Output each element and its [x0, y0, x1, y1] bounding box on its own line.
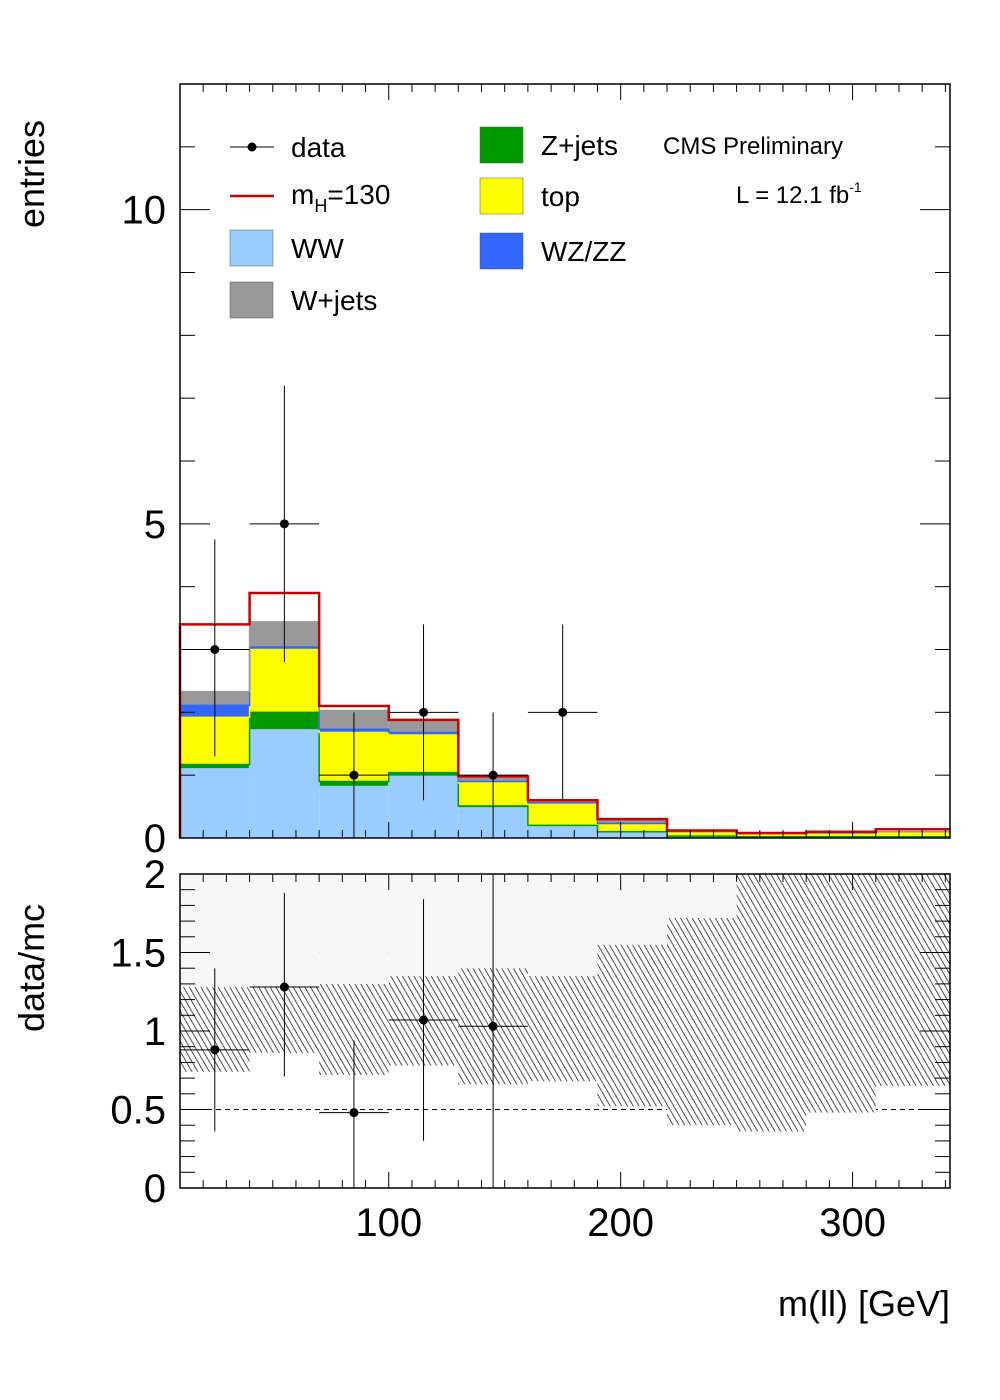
- ratio-y-tick-label-2: 1: [144, 1010, 166, 1054]
- ratio-point-1: [279, 982, 289, 992]
- ratio-point-3: [419, 1015, 429, 1025]
- bar-top-bin-9: [806, 833, 876, 837]
- bar-ww-bin-0: [180, 768, 250, 838]
- band-bin-9: [806, 874, 876, 1113]
- bar-ww-bin-6: [597, 832, 668, 838]
- data-point-3: [419, 707, 429, 717]
- bar-ww-bin-1: [249, 729, 320, 838]
- bar-top-bin-6: [597, 824, 668, 832]
- bar-z-jets-bin-0: [180, 764, 250, 769]
- bar-w-jets-bin-5: [527, 800, 598, 803]
- lumi-main: L = 12.1 fb: [736, 182, 849, 209]
- data-point-5: [558, 707, 568, 717]
- legend-signal-label: mH=130: [291, 179, 390, 216]
- legend-data-label: data: [291, 132, 346, 163]
- band-shade-bin-2: [319, 874, 389, 984]
- data-point-2: [349, 770, 359, 780]
- x-tick-label-200: 200: [587, 1201, 654, 1245]
- legend-signal-label-rest: =130: [327, 179, 390, 210]
- x-tick-label-300: 300: [819, 1201, 886, 1245]
- lumi-exponent: -1: [849, 179, 862, 195]
- legend-w-jets-label: W+jets: [291, 285, 377, 316]
- legend-z-jets-swatch: [479, 126, 524, 164]
- y-tick-label-10: 10: [122, 189, 167, 233]
- ratio-y-tick-label-3: 1.5: [110, 932, 166, 976]
- legend-top-swatch: [479, 177, 524, 215]
- ratio-point-0: [210, 1045, 220, 1055]
- stacked-histogram: [180, 621, 950, 838]
- legend-wz-zz-label: WZ/ZZ: [541, 236, 627, 267]
- legend: data mH=130 WW W+jets Z+jets top WZ/ZZ: [229, 126, 627, 319]
- band-shade-bin-7: [667, 874, 737, 918]
- bar-w-jets-bin-6: [597, 820, 668, 824]
- legend-w-jets-swatch: [229, 281, 274, 319]
- ratio-point-4: [488, 1021, 498, 1031]
- ratio-panel: 0 0.5 1 1.5 2 100 200 300 data/mc m(ll) [GeV]: [11, 853, 951, 1324]
- bar-z-jets-bin-1: [249, 712, 320, 730]
- data-point-0: [210, 645, 220, 654]
- bar-top-bin-5: [527, 803, 598, 826]
- band-bin-5: [527, 976, 598, 1082]
- x-tick-label-100: 100: [355, 1201, 422, 1245]
- y-tick-label-5: 5: [144, 503, 166, 547]
- y-tick-label-0: 0: [144, 817, 166, 861]
- legend-wz-zz-swatch: [479, 232, 524, 270]
- ratio-axis-ticks: 0 0.5 1 1.5 2 100 200 300: [110, 853, 950, 1245]
- uncertainty-band: [180, 874, 950, 1132]
- data-point-4: [488, 770, 498, 780]
- band-bin-6: [597, 944, 668, 1107]
- experiment-label: CMS Preliminary: [663, 133, 843, 160]
- legend-signal-label-sub: H: [314, 196, 327, 216]
- ratio-points: [180, 874, 528, 1188]
- data-points: [180, 385, 598, 838]
- ratio-y-tick-label-1: 0.5: [110, 1089, 166, 1133]
- bar-top-bin-10: [875, 832, 950, 837]
- bar-top-bin-8: [736, 834, 807, 837]
- bar-ww-bin-5: [527, 826, 598, 838]
- top-panel: 0 5 10 entries data mH=130 WW W+jets Z+jets top…: [11, 83, 951, 861]
- ratio-y-axis-label: data/mc: [11, 904, 52, 1032]
- band-shade-bin-5: [527, 874, 598, 977]
- band-bin-8: [736, 874, 807, 1132]
- luminosity-label: L = 12.1 fb-1: [736, 179, 862, 209]
- x-axis-label: m(ll) [GeV]: [778, 1283, 950, 1324]
- legend-ww-label: WW: [291, 233, 344, 264]
- legend-signal-label-m: m: [291, 179, 314, 210]
- band-shade-bin-6: [597, 874, 668, 945]
- band-bin-7: [667, 917, 737, 1126]
- legend-top-label: top: [541, 181, 580, 212]
- legend-z-jets-label: Z+jets: [541, 130, 618, 161]
- ratio-y-tick-label-0: 0: [144, 1167, 166, 1211]
- top-y-axis-label: entries: [11, 120, 52, 228]
- ratio-point-2: [349, 1108, 359, 1118]
- ratio-y-tick-label-4: 2: [144, 853, 166, 897]
- legend-data-marker: [247, 142, 257, 152]
- data-point-1: [279, 519, 289, 529]
- band-bin-10: [875, 874, 950, 1086]
- bar-top-bin-7: [667, 832, 737, 837]
- legend-ww-swatch: [229, 229, 274, 267]
- top-axis-ticks: 0 5 10: [122, 83, 950, 861]
